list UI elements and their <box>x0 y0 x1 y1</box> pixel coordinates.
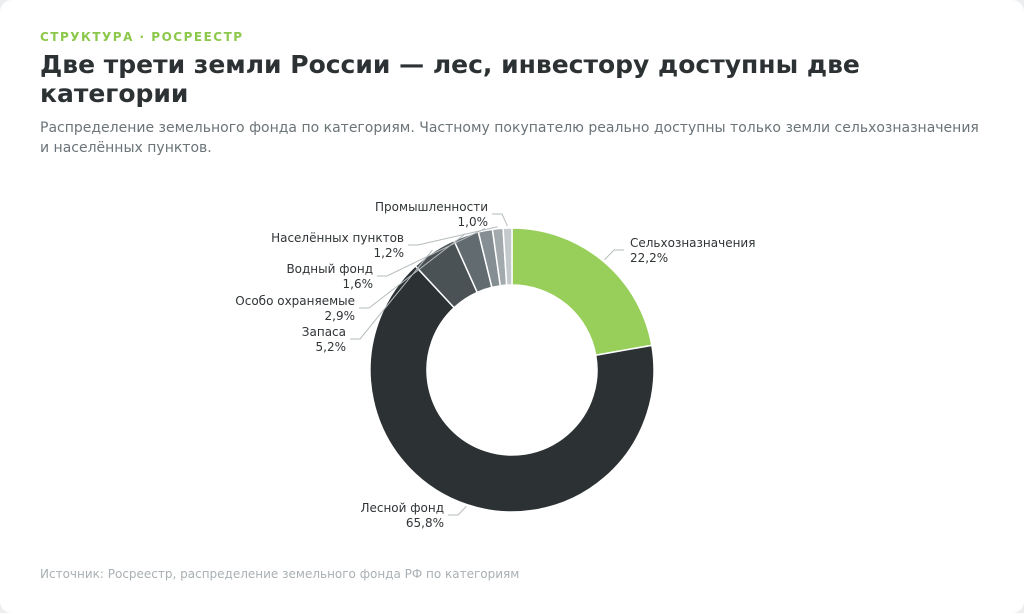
eyebrow-label: СТРУКТУРА · РОСРЕЕСТР <box>40 30 244 44</box>
leader-лесной-фонд <box>448 506 467 516</box>
slice-промышленности <box>502 227 513 286</box>
slice-value-промышленности: 1,0% <box>458 215 489 229</box>
leader-запаса <box>350 249 433 340</box>
slice-value-запаса: 5,2% <box>316 340 347 354</box>
slice-value-особо-охраняемые: 2,9% <box>325 309 356 323</box>
slice-value-лесной-фонд: 65,8% <box>406 516 444 530</box>
leader-lines <box>350 213 624 516</box>
slice-лесной-фонд <box>369 264 655 513</box>
slice-value-населённых-пунктов: 1,2% <box>374 246 405 260</box>
donut-slices <box>369 227 655 513</box>
slice-label-лесной-фонд: Лесной фонд <box>360 501 444 515</box>
leader-сельхозназначения <box>604 249 624 261</box>
slice-label-запаса: Запаса <box>302 325 346 339</box>
slice-label-сельхозназначения: Сельхозназначения <box>630 236 755 250</box>
leader-промышленности <box>492 213 508 227</box>
leader-водный-фонд <box>377 228 486 277</box>
leader-особо-охраняемые <box>359 233 466 309</box>
slice-value-водный-фонд: 1,6% <box>343 277 374 291</box>
slice-label-водный-фонд: Водный фонд <box>286 262 373 276</box>
leader-населённых-пунктов <box>408 226 498 246</box>
slice-label-особо-охраняемые: Особо охраняемые <box>235 294 355 308</box>
source-note: Источник: Росреестр, распределение земел… <box>40 567 520 581</box>
slice-label-населённых-пунктов: Населённых пунктов <box>271 231 404 245</box>
page-title: Две трети земли России — лес, инвестору … <box>40 50 860 108</box>
slice-value-сельхозназначения: 22,2% <box>630 251 668 265</box>
page-subtitle: Распределение земельного фонда по катего… <box>40 120 979 156</box>
slice-label-промышленности: Промышленности <box>375 200 488 214</box>
